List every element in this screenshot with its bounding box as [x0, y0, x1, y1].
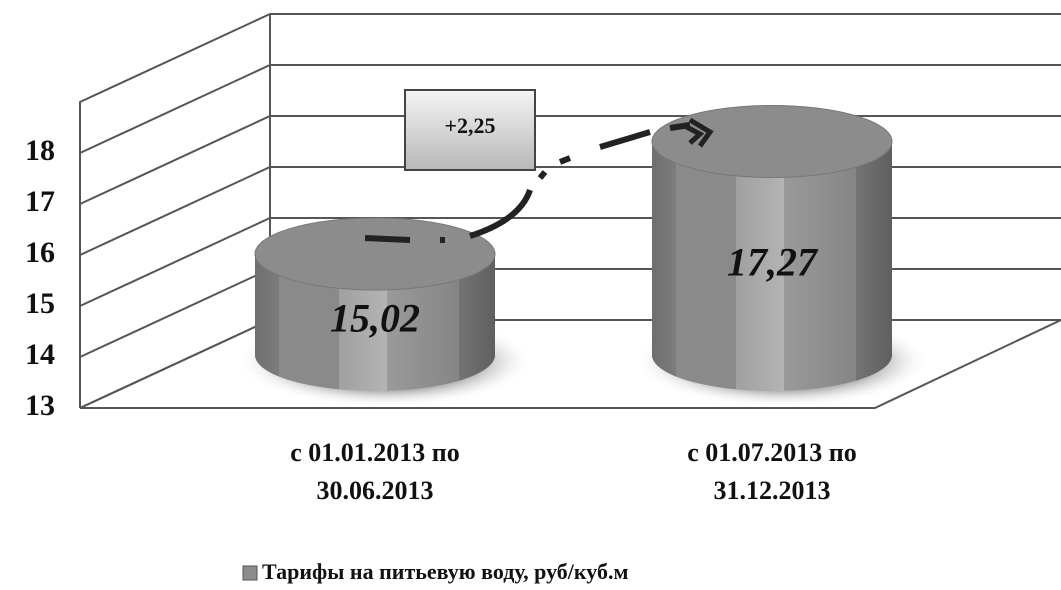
legend: Тарифы на питьевую воду, руб/куб.м — [242, 559, 628, 584]
legend-label: Тарифы на питьевую воду, руб/куб.м — [262, 559, 628, 584]
cylinder-top — [254, 217, 496, 291]
x-axis-labels: с 01.01.2013 по 30.06.2013 с 01.07.2013 по… — [290, 438, 857, 505]
bar — [255, 254, 495, 391]
value-label: 15,02 — [330, 296, 420, 341]
arrow-head — [681, 117, 714, 148]
annotation-text: +2,25 — [444, 113, 495, 138]
bar — [652, 141, 892, 391]
bars: 15,02 17,27 — [237, 105, 930, 407]
cylinder: 15,02 — [237, 217, 533, 407]
x-tick-line: 30.06.2013 — [317, 476, 434, 505]
cylinder: 17,27 — [634, 105, 930, 407]
grid-line — [79, 217, 1061, 307]
grid-line — [79, 166, 1061, 256]
x-tick-line: 31.12.2013 — [714, 476, 831, 505]
y-tick-label: 15 — [25, 287, 55, 320]
grid: 13 14 15 16 17 18 — [25, 13, 1061, 422]
x-tick-label: с 01.01.2013 по 30.06.2013 — [290, 438, 460, 505]
legend-swatch — [242, 565, 258, 581]
x-tick-label: с 01.07.2013 по 31.12.2013 — [687, 438, 857, 505]
annotation-group: +2,25 — [364, 89, 714, 243]
cylinder-top — [651, 105, 893, 178]
annotation-box — [404, 89, 536, 171]
annotation-arrow — [364, 122, 691, 243]
y-tick-label: 16 — [25, 236, 55, 269]
value-label: 17,27 — [727, 239, 819, 284]
x-tick-line: с 01.01.2013 по — [290, 438, 460, 467]
y-tick-label: 18 — [25, 134, 55, 167]
y-tick-label: 17 — [25, 185, 55, 218]
y-tick-label: 13 — [25, 389, 55, 422]
y-tick-label: 14 — [25, 338, 55, 371]
grid-line — [79, 64, 1061, 154]
x-tick-line: с 01.07.2013 по — [687, 438, 857, 467]
